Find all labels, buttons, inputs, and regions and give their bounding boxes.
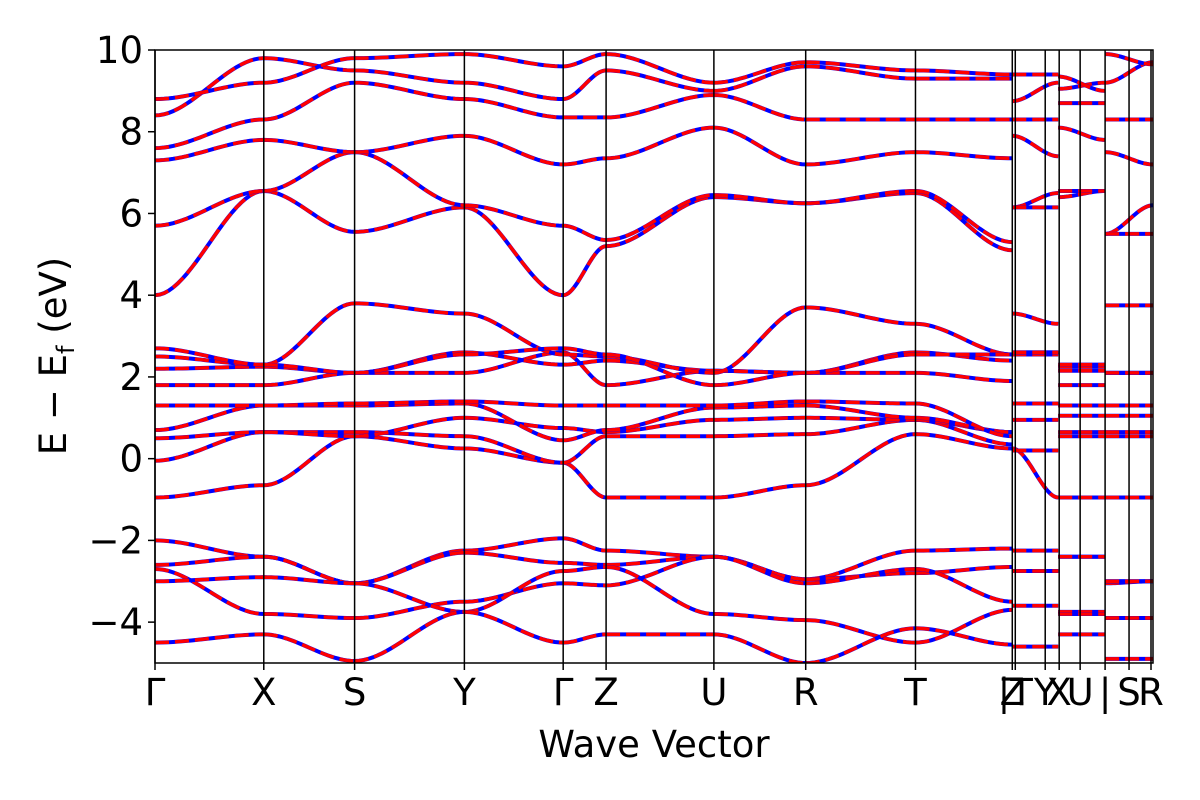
band-line-dashed: [155, 399, 1153, 438]
x-tick-label: Z: [593, 671, 618, 714]
plot-frame: [154, 49, 1154, 664]
y-tick-label: 8: [119, 111, 143, 154]
band-line-dashed: [155, 432, 1153, 500]
y-tick-label: −2: [88, 519, 143, 562]
y-axis-label-subscript: f: [52, 345, 80, 354]
band-line-dashed: [155, 150, 1153, 244]
x-tick-label: Γ: [553, 671, 574, 714]
y-axis-label-main: E − E: [32, 354, 75, 455]
y-tick-label: −4: [88, 601, 143, 644]
y-tick-label: 4: [119, 274, 143, 317]
x-tick-label: Y: [1033, 671, 1057, 714]
plot-background: [155, 50, 1153, 663]
band-line-dashed: [155, 418, 1153, 465]
y-tick-label: 10: [96, 29, 143, 72]
y-axis-label-unit: (eV): [32, 257, 75, 346]
band-line-dashed: [155, 346, 1153, 387]
x-tick-label: T: [903, 671, 927, 714]
band-line-dashed: [155, 52, 1153, 101]
y-ticks: 10 8 6 4 2 0 −2 −4: [88, 29, 155, 644]
x-tick-label: Z: [1000, 671, 1025, 714]
x-axis-label: Wave Vector: [538, 723, 770, 766]
x-tick-label: Γ: [145, 671, 166, 714]
y-axis-label: E − Ef (eV): [32, 257, 80, 455]
x-tick-label: X: [251, 671, 276, 714]
band-line-dashed: [155, 555, 1153, 620]
bands-layer: [155, 52, 1153, 663]
x-tick-label: R: [793, 671, 819, 714]
x-ticks: Γ X S Y Γ Z U R T Z|T YXU | SR: [145, 663, 1164, 714]
x-tick-label: S: [343, 671, 367, 714]
high-symmetry-lines: [154, 50, 1152, 663]
y-tick-label: 2: [119, 356, 143, 399]
x-tick-label: |: [1099, 671, 1111, 714]
y-tick-label: 0: [119, 438, 143, 481]
x-tick-label: S: [1117, 671, 1141, 714]
band-line-dashed: [155, 80, 1153, 150]
x-tick-label: Y: [452, 671, 476, 714]
y-tick-label: 6: [119, 192, 143, 235]
band-line-dashed: [155, 301, 1153, 375]
x-tick-label: X: [1047, 671, 1072, 714]
x-tick-label: R: [1138, 671, 1164, 714]
x-tick-label: |T: [998, 671, 1033, 714]
x-tick-label: U: [1067, 671, 1094, 714]
band-line-dashed: [155, 610, 1153, 663]
band-line-dashed: [155, 125, 1153, 167]
band-line-dashed: [155, 565, 1153, 645]
x-tick-label: U: [700, 671, 727, 714]
